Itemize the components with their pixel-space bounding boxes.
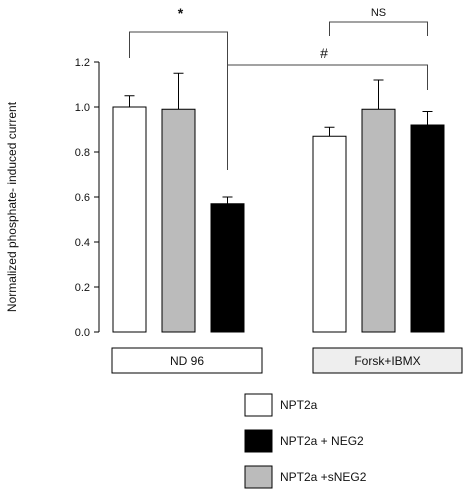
y-tick-label: 0.6 [75, 192, 90, 204]
significance-bracket [227, 64, 428, 90]
y-tick-label: 0.4 [75, 237, 90, 249]
y-tick-label: 1.0 [75, 102, 90, 114]
legend-label: NPT2a + NEG2 [280, 434, 364, 448]
significance-bracket [329, 21, 428, 36]
group-label: Forsk+IBMX [354, 354, 420, 368]
bar [410, 124, 445, 333]
bar [210, 203, 245, 333]
chart-bars [112, 72, 445, 333]
legend-swatch [244, 465, 273, 489]
group-label-box [111, 347, 263, 374]
bar [361, 108, 396, 333]
legend-label: NPT2a [280, 398, 318, 412]
significance-label: NS [371, 7, 386, 19]
y-tick-label: 1.2 [75, 57, 90, 69]
legend-label: NPT2a +sNEG2 [280, 470, 367, 484]
group-label-box [312, 347, 463, 374]
group-label: ND 96 [170, 354, 204, 368]
legend-swatch [244, 429, 273, 453]
significance-label: * [178, 5, 184, 21]
group-label-boxes: ND 96 Forsk+IBMX [111, 347, 463, 374]
bar [112, 106, 147, 333]
bar [161, 108, 196, 333]
significance-label: # [320, 45, 328, 61]
legend-swatch [244, 393, 273, 417]
chart-annotations: * NS # [129, 5, 428, 170]
y-axis-label: Normalized phosphate- induced current [5, 101, 19, 312]
chart-axes: 0.0 0.2 0.4 0.6 0.8 1.0 1.2 Normalized phosphat… [5, 57, 100, 339]
bar [312, 135, 347, 333]
y-tick-label: 0.2 [75, 282, 90, 294]
y-tick-label: 0.0 [75, 327, 90, 339]
significance-bracket [129, 31, 228, 170]
chart-legend: NPT2a NPT2a + NEG2 NPT2a +sNEG2 [244, 393, 367, 489]
y-tick-label: 0.8 [75, 147, 90, 159]
